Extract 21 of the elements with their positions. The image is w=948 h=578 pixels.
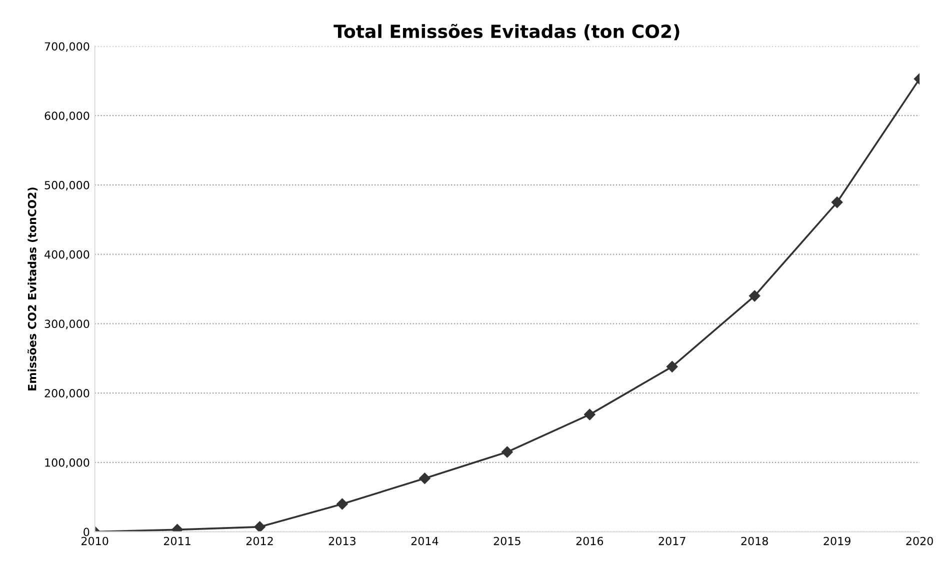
y-tick-label: 500,000 bbox=[44, 180, 90, 190]
x-tick-label: 2011 bbox=[164, 536, 190, 546]
x-tick-label: 2016 bbox=[576, 536, 604, 546]
x-tick-label: 2010 bbox=[81, 536, 108, 546]
y-tick-label: 400,000 bbox=[44, 250, 90, 260]
x-tick-label: 2013 bbox=[328, 536, 356, 546]
x-tick-label: 2012 bbox=[246, 536, 273, 546]
x-tick-label: 2018 bbox=[741, 536, 768, 546]
y-tick-label: 700,000 bbox=[44, 42, 90, 52]
x-tick-label: 2020 bbox=[906, 536, 933, 546]
y-tick-label: 200,000 bbox=[44, 389, 90, 399]
y-tick-label: 100,000 bbox=[45, 458, 90, 468]
x-tick-label: 2015 bbox=[494, 536, 520, 546]
y-tick-label: 600,000 bbox=[44, 112, 90, 122]
x-tick-label: 2019 bbox=[824, 536, 850, 546]
x-tick-label: 2014 bbox=[411, 536, 438, 546]
y-axis-title: Emissões CO2 Evitadas (tonCO2) bbox=[27, 188, 38, 390]
chart-title: Total Emissões Evitadas (ton CO2) bbox=[334, 24, 680, 40]
y-tick-label: 300,000 bbox=[44, 320, 90, 330]
y-tick-label: 0 bbox=[84, 528, 90, 536]
x-tick-label: 2017 bbox=[658, 536, 686, 546]
